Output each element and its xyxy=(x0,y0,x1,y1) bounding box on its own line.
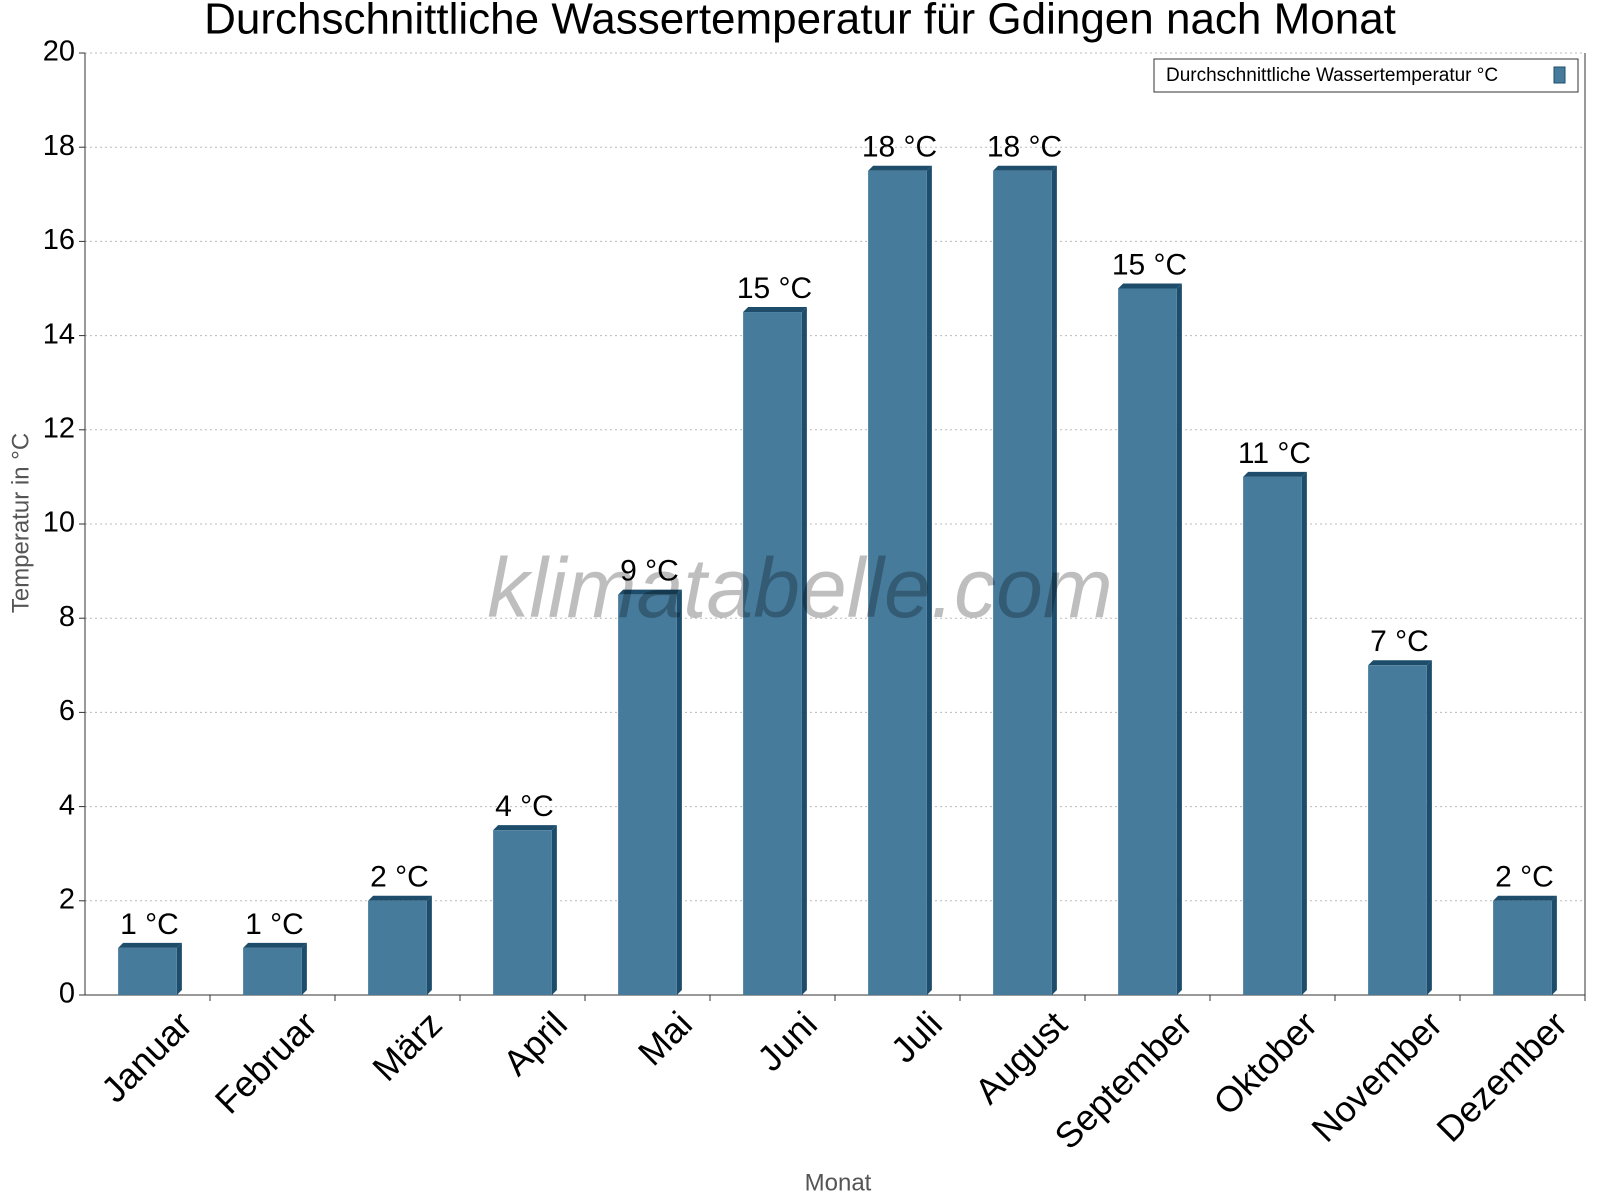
value-label: 15 °C xyxy=(1112,248,1187,281)
bar-group xyxy=(1243,471,1307,995)
y-tick-label: 4 xyxy=(59,789,75,821)
x-tick-label: Oktober xyxy=(1205,1003,1325,1123)
bar xyxy=(493,830,552,995)
bar xyxy=(868,170,927,995)
bar-side xyxy=(676,589,682,995)
bar-top xyxy=(1493,895,1557,901)
bar-top xyxy=(868,165,932,171)
bar-group xyxy=(243,942,307,995)
x-tick-label: Februar xyxy=(207,1003,325,1121)
bar-group xyxy=(868,165,932,995)
y-tick-label: 6 xyxy=(59,695,75,727)
bar xyxy=(243,947,302,995)
bar-side xyxy=(1051,165,1057,995)
bar-top xyxy=(993,165,1057,171)
bar xyxy=(1368,665,1427,995)
x-tick-label: Dezember xyxy=(1428,1003,1574,1149)
bar xyxy=(993,170,1052,995)
bar-group xyxy=(1368,660,1432,995)
y-tick-label: 10 xyxy=(43,507,75,539)
bar-group xyxy=(993,165,1057,995)
bar-top xyxy=(118,942,182,948)
x-tick-label: November xyxy=(1303,1003,1449,1149)
y-tick-label: 0 xyxy=(59,978,75,1010)
bar-side xyxy=(926,165,932,995)
legend-label: Durchschnittliche Wassertemperatur °C xyxy=(1166,65,1498,86)
bar xyxy=(1493,900,1552,995)
x-tick-label: Juni xyxy=(749,1003,825,1079)
value-label: 9 °C xyxy=(620,555,679,588)
bar xyxy=(118,947,177,995)
value-label: 18 °C xyxy=(862,131,937,164)
y-tick-label: 2 xyxy=(59,883,75,915)
bar-side xyxy=(176,942,182,995)
bar-side xyxy=(1176,283,1182,995)
bar-top xyxy=(243,942,307,948)
y-tick-label: 18 xyxy=(43,130,75,162)
bar-group xyxy=(118,942,182,995)
x-tick-label: September xyxy=(1046,1003,1200,1157)
value-label: 7 °C xyxy=(1370,625,1429,658)
value-label: 15 °C xyxy=(737,272,812,305)
y-axis-label: Temperatur in °C xyxy=(7,433,34,613)
x-tick-label: März xyxy=(364,1003,450,1089)
y-tick-label: 8 xyxy=(59,601,75,633)
bar-side xyxy=(301,942,307,995)
bar xyxy=(618,594,677,995)
x-tick-label: Januar xyxy=(93,1003,200,1110)
bar xyxy=(1118,288,1177,995)
bar-top xyxy=(368,895,432,901)
value-label: 1 °C xyxy=(120,908,179,941)
bar-group xyxy=(1118,283,1182,995)
bar-group xyxy=(493,825,557,995)
x-axis-label: Monat xyxy=(805,1169,872,1196)
y-tick-label: 12 xyxy=(43,412,75,444)
legend: Durchschnittliche Wassertemperatur °C xyxy=(1153,58,1579,93)
bar-side xyxy=(1426,660,1432,995)
bar-group xyxy=(368,895,432,995)
value-label: 11 °C xyxy=(1238,437,1311,470)
y-tick-label: 16 xyxy=(43,224,75,256)
bar-group xyxy=(1493,895,1557,995)
bar xyxy=(368,900,427,995)
x-tick-label: August xyxy=(967,1003,1075,1111)
y-tick-label: 14 xyxy=(43,318,75,350)
bar-group xyxy=(618,589,682,995)
x-tick-label: Juli xyxy=(883,1003,950,1070)
bar-side xyxy=(1301,471,1307,995)
bar-side xyxy=(801,307,807,995)
bar-side xyxy=(551,825,557,995)
y-tick-label: 20 xyxy=(43,36,75,68)
bar-top xyxy=(743,307,807,313)
value-label: 2 °C xyxy=(1495,861,1554,894)
bar-side xyxy=(426,895,432,995)
bar-top xyxy=(618,589,682,595)
chart-title: Durchschnittliche Wassertemperatur für G… xyxy=(204,0,1396,44)
bar-group xyxy=(743,307,807,995)
x-tick-label: Mai xyxy=(630,1003,700,1073)
bar-top xyxy=(1243,471,1307,477)
bar xyxy=(1243,476,1302,995)
bar xyxy=(743,312,802,995)
watermark: klimatabelle.com xyxy=(487,541,1113,635)
bar-top xyxy=(1118,283,1182,289)
value-label: 18 °C xyxy=(987,131,1062,164)
value-label: 2 °C xyxy=(370,861,429,894)
legend-swatch xyxy=(1553,66,1566,84)
legend-box xyxy=(1153,58,1579,93)
bar-top xyxy=(493,825,557,831)
bar-side xyxy=(1551,895,1557,995)
value-label: 4 °C xyxy=(495,790,554,823)
bar-top xyxy=(1368,660,1432,666)
x-tick-label: April xyxy=(495,1003,575,1083)
value-label: 1 °C xyxy=(245,908,304,941)
